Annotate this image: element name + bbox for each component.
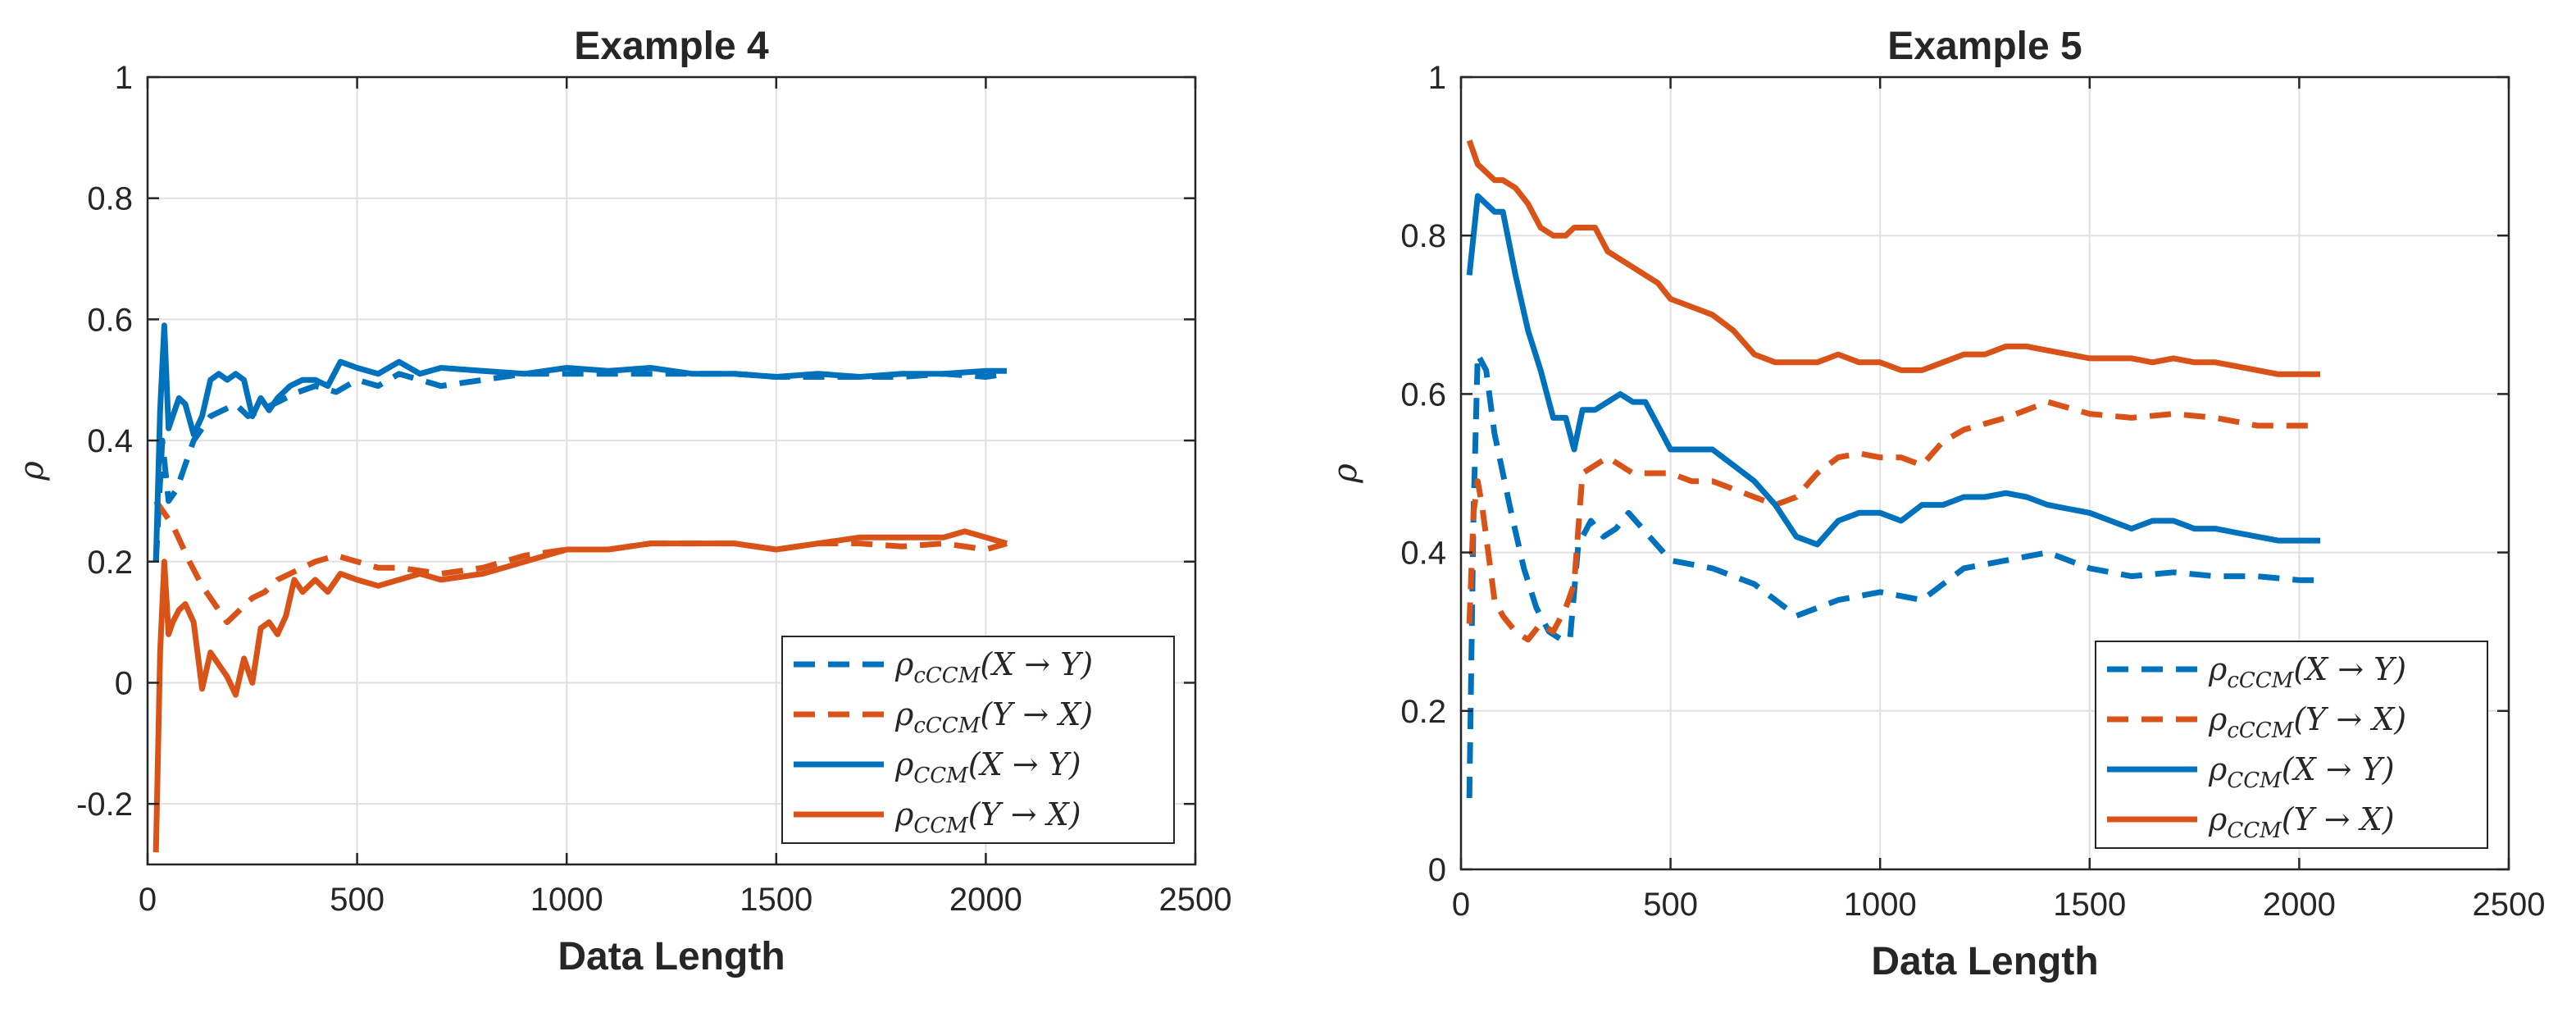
y-tick-label: 0.4 (1400, 536, 1446, 572)
series-line-3 (152, 322, 1007, 562)
y-tick-label: 0.2 (87, 545, 133, 581)
x-tick-label: 1000 (1844, 887, 1917, 923)
y-tick-label: -0.2 (76, 787, 133, 823)
y-axis-label: ρ (1327, 463, 1364, 484)
x-tick-label: 2000 (2263, 887, 2336, 923)
series-line-4 (152, 528, 1008, 853)
axes-frame (1459, 75, 2510, 871)
series-line-2 (1466, 399, 2320, 643)
y-tick-label: 0.8 (1400, 218, 1446, 254)
legend: ρcCCM(X → Y) ρcCCM(Y → X) ρCCM(X → Y) ρCCM(… (781, 636, 1175, 844)
x-axis-label: Data Length (1871, 940, 2098, 983)
legend-label-3: ρCCM(X → Y) (894, 746, 1081, 788)
legend-box (781, 636, 1175, 844)
x-tick-label: 1000 (530, 882, 603, 918)
legend-label-3: ρCCM(X → Y) (2208, 751, 2395, 793)
chart-title: Example 4 (574, 25, 769, 68)
legend-box (2095, 641, 2488, 849)
x-tick-label: 1500 (2053, 887, 2126, 923)
legend: ρcCCM(X → Y) ρcCCM(Y → X) ρCCM(X → Y) ρCCM(… (2095, 641, 2488, 849)
y-tick-label: 0 (115, 665, 133, 701)
legend-label-2: ρcCCM(Y → X) (2208, 701, 2406, 743)
x-tick-label: 2500 (1159, 882, 1232, 918)
x-tick-label: 2000 (949, 882, 1022, 918)
chart-panel-2: 0 500 1000 1500 2000 2500 0 0.2 0.4 0.6 0.8 1 Exampl… (1327, 25, 2545, 983)
axes-frame (146, 75, 1197, 866)
y-tick-label: 0.8 (87, 181, 133, 217)
legend-label-4: ρCCM(Y → X) (2208, 801, 2395, 843)
legend-label-1: ρcCCM(X → Y) (894, 646, 1093, 688)
series-line-3 (1466, 193, 2320, 548)
x-tick-label: 0 (139, 882, 157, 918)
x-tick-label: 2500 (2473, 887, 2546, 923)
x-tick-label: 1500 (740, 882, 812, 918)
y-axis-label: ρ (13, 461, 51, 481)
series-line-4 (1466, 139, 2320, 377)
chart-title: Example 5 (1887, 25, 2082, 68)
y-tick-label: 0.6 (87, 302, 133, 338)
y-tick-label: 1 (1428, 60, 1446, 96)
x-tick-label: 500 (1643, 887, 1698, 923)
series-line-1 (1466, 351, 2320, 799)
series-line-1 (152, 371, 1008, 562)
y-tick-label: 0.4 (87, 423, 133, 459)
legend-label-1: ρcCCM(X → Y) (2208, 651, 2406, 693)
y-tick-label: 0 (1428, 852, 1446, 888)
x-tick-label: 0 (1452, 887, 1470, 923)
legend-label-4: ρCCM(Y → X) (894, 796, 1081, 838)
y-tick-label: 1 (115, 60, 133, 96)
chart-panel-1: 0 500 1000 1500 2000 2500 -0.2 0 0.2 0.4 0.6 0.8 1 Ex… (13, 25, 1231, 978)
x-axis-label: Data Length (558, 935, 785, 978)
legend-label-2: ρcCCM(Y → X) (894, 696, 1093, 738)
y-tick-label: 0.2 (1400, 694, 1446, 730)
y-tick-label: 0.6 (1400, 376, 1446, 413)
x-tick-label: 500 (330, 882, 385, 918)
